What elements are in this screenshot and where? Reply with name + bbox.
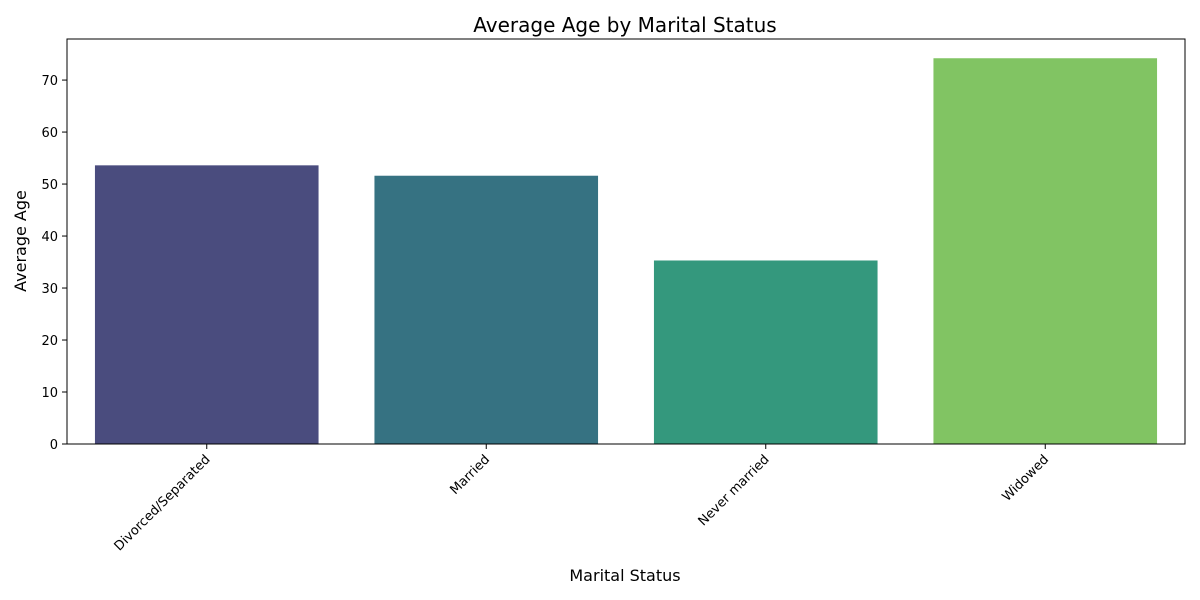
bar-divorced-separated [94,165,319,444]
x-axis: Divorced/Separated Married Never married Wi… [112,444,1052,554]
y-tick-label: 70 [41,74,58,89]
y-tick-label: 20 [41,334,58,349]
x-axis-label: Marital Status [569,566,680,585]
y-tick-label: 30 [41,282,58,297]
y-tick-label: 0 [50,438,58,453]
x-tick-label: Married [447,452,493,498]
bar-married [374,175,599,445]
y-axis-label: Average Age [11,190,30,292]
x-tick-label: Never married [696,452,773,529]
y-axis: 0 10 20 30 40 50 60 70 [41,74,67,453]
y-tick-label: 40 [41,230,58,245]
chart-title: Average Age by Marital Status [473,13,776,37]
y-tick-label: 60 [41,126,58,141]
y-tick-label: 50 [41,178,58,193]
x-tick-label: Divorced/Separated [112,452,214,554]
bar-never-married [653,260,878,444]
plot-frame [66,38,1186,445]
bars-group [94,58,1158,445]
x-tick-label: Widowed [1000,452,1053,505]
y-tick-label: 10 [41,386,58,401]
bar-widowed [933,58,1158,445]
